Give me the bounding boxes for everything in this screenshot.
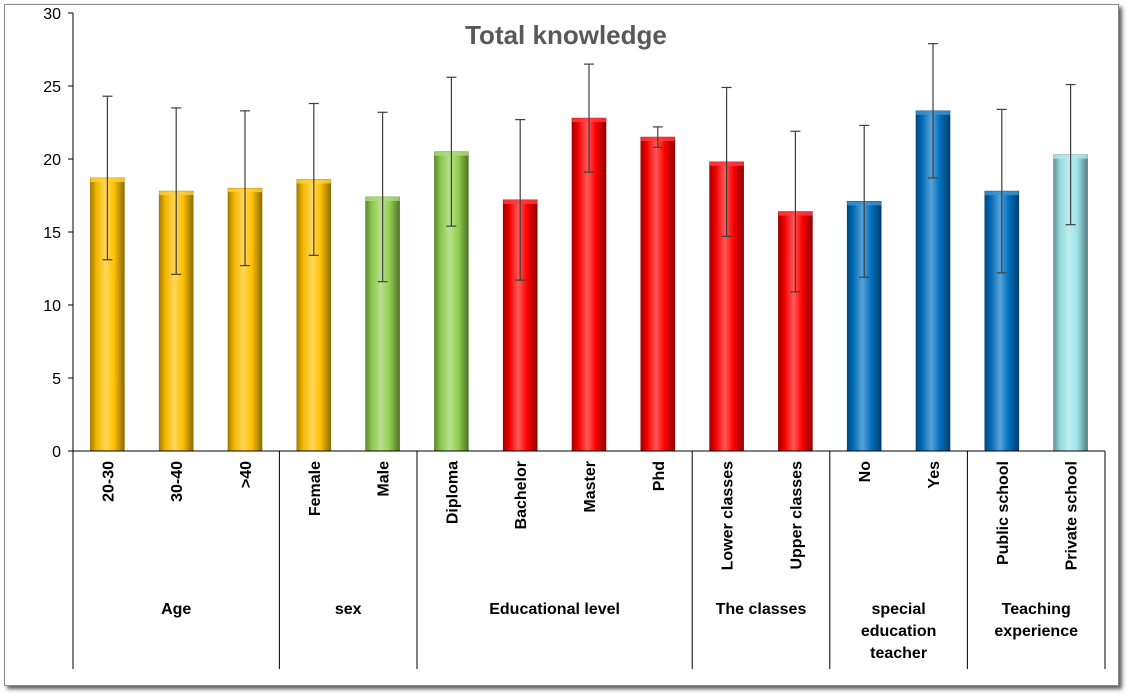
- chart-title: Total knowledge: [465, 20, 667, 50]
- bars: [90, 43, 1088, 452]
- bar-phd: [640, 136, 676, 452]
- y-tick-label: 5: [52, 371, 61, 388]
- x-category-label: Female: [307, 461, 324, 516]
- x-group-label-line: education: [861, 623, 937, 640]
- x-group-label-line: The classes: [716, 601, 807, 618]
- error-bar: [1065, 83, 1076, 226]
- bar-master: [571, 117, 607, 452]
- x-category-label: Diploma: [444, 461, 461, 524]
- x-group-label-line: Age: [161, 601, 191, 618]
- error-bar: [790, 130, 801, 293]
- error-bar: [859, 124, 870, 278]
- error-bar: [308, 102, 319, 256]
- error-bar: [652, 126, 663, 148]
- x-group-label-line: teacher: [870, 645, 927, 662]
- x-category-label: No: [857, 461, 874, 483]
- error-bar: [240, 110, 250, 267]
- x-category-label: 20-30: [100, 461, 117, 502]
- error-bar: [446, 76, 457, 227]
- bar-chart: Total knowledge 0 5 10 15 20 25 30 20-30 30-40 >…: [43, 6, 1106, 669]
- x-category-label: Upper classes: [788, 461, 805, 570]
- x-group-label-line: Educational level: [489, 601, 620, 618]
- error-bar: [515, 118, 526, 281]
- y-tick-label: 15: [43, 225, 61, 242]
- x-category-label: Yes: [926, 461, 943, 489]
- x-group-label: Age: [161, 601, 191, 618]
- x-category-label: Public school: [995, 461, 1012, 565]
- x-group-label: Teaching experience: [994, 601, 1078, 640]
- x-category-label: Master: [582, 461, 599, 513]
- x-category-label: Private school: [1064, 461, 1081, 570]
- x-category-label: Male: [376, 461, 393, 497]
- error-bar: [721, 86, 732, 237]
- x-group-label-line: experience: [994, 623, 1078, 640]
- x-group-label-line: special: [871, 601, 925, 618]
- x-group-label-line: Teaching: [1002, 601, 1071, 618]
- x-category-label: Phd: [651, 461, 668, 491]
- error-bar: [171, 107, 182, 275]
- x-group-label: sex: [335, 601, 362, 618]
- y-tick-label: 20: [43, 152, 61, 169]
- x-category-label: Lower classes: [720, 461, 737, 571]
- x-group-label: Educational level: [489, 601, 620, 618]
- y-tick-label: 25: [43, 79, 61, 96]
- y-tick-label: 0: [52, 444, 61, 461]
- x-axis: 20-30 30-40 >40 Female Male Diploma Bachelor Ma…: [73, 450, 1106, 669]
- x-group-label: special education teacher: [861, 601, 937, 662]
- x-category-label: >40: [238, 461, 255, 488]
- x-category-label: Bachelor: [513, 461, 530, 529]
- error-bar: [377, 111, 388, 283]
- y-tick-label: 10: [43, 298, 61, 315]
- y-tick-label: 30: [43, 6, 61, 23]
- x-group-label: The classes: [716, 601, 807, 618]
- chart-frame: Total knowledge 0 5 10 15 20 25 30 20-30 30-40 >…: [4, 4, 1119, 686]
- error-bar: [584, 63, 594, 173]
- y-axis: 0 5 10 15 20 25 30: [43, 6, 74, 669]
- error-bar: [996, 108, 1007, 274]
- error-bar: [102, 95, 113, 261]
- x-group-label-line: sex: [335, 601, 362, 618]
- x-category-label: 30-40: [169, 461, 186, 502]
- error-bar: [928, 43, 938, 179]
